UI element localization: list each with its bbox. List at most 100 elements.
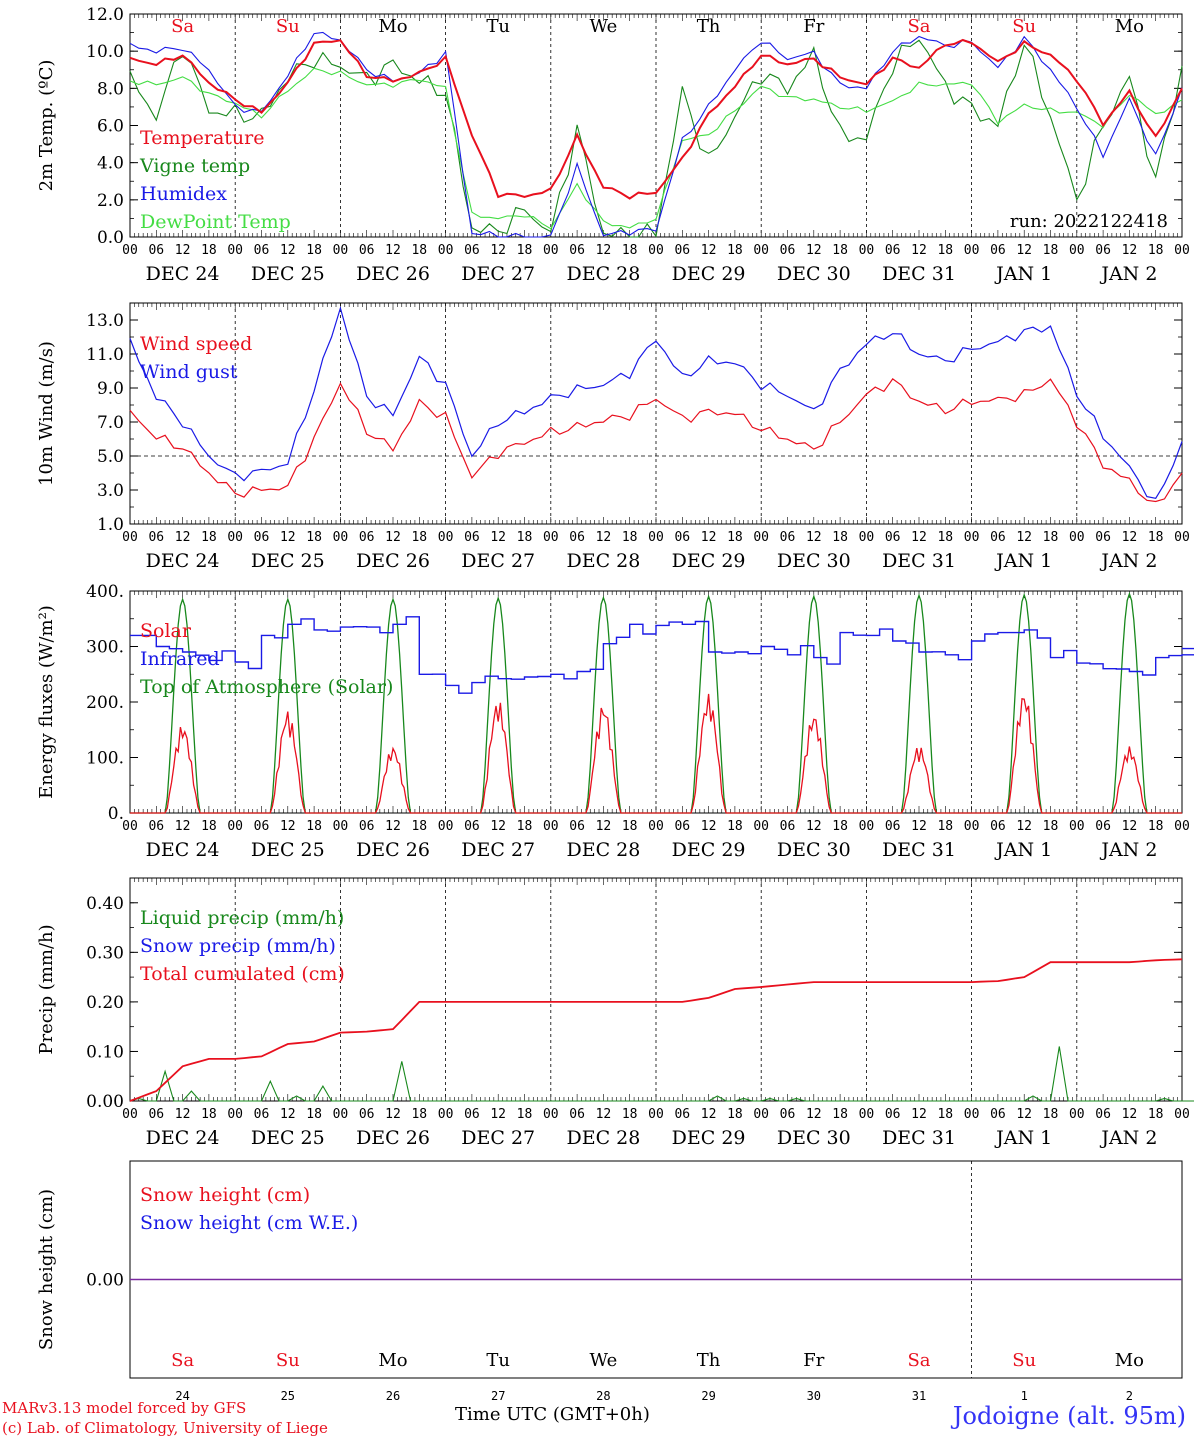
hour-tick-label: 18 [306, 530, 322, 545]
hour-tick-label: 12 [490, 819, 506, 834]
hour-tick-label: 00 [964, 819, 980, 834]
legend-temperature: Temperature [140, 127, 264, 149]
hour-tick-label: 00 [438, 819, 454, 834]
hour-tick-label: 12 [596, 530, 612, 545]
hour-tick-label: 06 [674, 530, 690, 545]
y-tick-label: 0. [108, 804, 124, 824]
hour-tick-label: 12 [701, 243, 717, 258]
hour-tick-label: 06 [254, 243, 270, 258]
hour-tick-label: 00 [438, 1107, 454, 1122]
day-label: JAN 1 [994, 263, 1052, 285]
hour-tick-label: 12 [1122, 1107, 1138, 1122]
hour-tick-label: 00 [859, 819, 875, 834]
legend-solar: Solar [140, 620, 192, 642]
hour-tick-label: 12 [385, 1107, 401, 1122]
hour-tick-label: 18 [727, 530, 743, 545]
day-label: DEC 28 [566, 263, 640, 285]
legend-snow-height-cm-: Snow height (cm) [140, 1184, 310, 1206]
hour-tick-label: 18 [1043, 819, 1059, 834]
hour-tick-label: 06 [1095, 819, 1111, 834]
hour-tick-label: 12 [911, 819, 927, 834]
hour-tick-label: 12 [385, 819, 401, 834]
run-label: run: 2022122418 [1010, 211, 1168, 232]
hour-tick-label: 06 [254, 530, 270, 545]
hour-tick-label: 12 [806, 243, 822, 258]
hour-tick-label: 06 [148, 243, 164, 258]
hour-tick-label: 12 [911, 530, 927, 545]
series-wind-gust [129, 305, 1183, 499]
day-label: DEC 31 [882, 1127, 956, 1149]
y-tick-label: 4.0 [97, 154, 124, 174]
day-label: JAN 1 [994, 839, 1052, 861]
hour-tick-label: 18 [411, 1107, 427, 1122]
hour-tick-label: 18 [411, 243, 427, 258]
weekday-label: Mo [1115, 1350, 1144, 1371]
hour-tick-label: 00 [227, 819, 243, 834]
hour-tick-label: 06 [359, 243, 375, 258]
hour-tick-label: 06 [1095, 1107, 1111, 1122]
hour-tick-label: 00 [859, 1107, 875, 1122]
hour-tick-label: 06 [674, 243, 690, 258]
y-axis-label: 2m Temp. (ºC) [36, 60, 57, 192]
hour-tick-label: 00 [1174, 819, 1190, 834]
weekday-label: Fr [803, 16, 824, 37]
hour-tick-label: 00 [859, 530, 875, 545]
legend-dewpoint-temp: DewPoint Temp [140, 211, 291, 233]
legend-snow-precip-mm-h-: Snow precip (mm/h) [140, 935, 336, 957]
hour-tick-label: 06 [885, 1107, 901, 1122]
hour-tick-label: 00 [122, 243, 138, 258]
hour-tick-label: 12 [596, 819, 612, 834]
hour-tick-label: 18 [832, 1107, 848, 1122]
hour-tick-label: 00 [122, 530, 138, 545]
legend-vigne-temp: Vigne temp [139, 155, 250, 177]
hour-tick-label: 12 [1016, 819, 1032, 834]
day-number: 25 [281, 1389, 295, 1403]
legend-humidex: Humidex [140, 183, 227, 205]
y-tick-label: 1.0 [97, 515, 124, 535]
day-label: DEC 26 [356, 1127, 430, 1149]
day-label: DEC 31 [882, 263, 956, 285]
hour-tick-label: 12 [596, 243, 612, 258]
hour-tick-label: 00 [438, 243, 454, 258]
hour-tick-label: 00 [753, 243, 769, 258]
day-label: DEC 30 [777, 1127, 851, 1149]
y-tick-label: 400. [86, 582, 124, 602]
hour-tick-label: 18 [517, 1107, 533, 1122]
panel-frame-1 [129, 13, 1183, 238]
y-tick-label: 200. [86, 693, 124, 713]
hour-tick-label: 18 [727, 819, 743, 834]
hour-tick-label: 18 [832, 530, 848, 545]
weekday-label: Sa [907, 1350, 930, 1371]
hour-tick-label: 00 [1069, 530, 1085, 545]
hour-tick-label: 18 [727, 243, 743, 258]
day-label: DEC 28 [566, 550, 640, 572]
hour-tick-label: 06 [464, 530, 480, 545]
day-label: DEC 27 [461, 839, 535, 861]
hour-tick-label: 00 [227, 243, 243, 258]
hour-tick-label: 00 [122, 819, 138, 834]
y-tick-label: 11.0 [86, 345, 124, 365]
day-label: DEC 28 [566, 839, 640, 861]
y-tick-label: 12.0 [86, 5, 124, 25]
day-label: DEC 30 [777, 263, 851, 285]
hour-tick-label: 06 [359, 1107, 375, 1122]
y-tick-label: 0.0 [97, 228, 124, 248]
hour-tick-label: 00 [333, 530, 349, 545]
hour-tick-label: 06 [885, 819, 901, 834]
hour-tick-label: 18 [201, 1107, 217, 1122]
day-number: 30 [807, 1389, 821, 1403]
hour-tick-label: 12 [701, 1107, 717, 1122]
weekday-label: Mo [378, 16, 407, 37]
hour-tick-label: 12 [1016, 530, 1032, 545]
hour-tick-label: 00 [227, 1107, 243, 1122]
day-label: DEC 25 [251, 839, 325, 861]
hour-tick-label: 18 [622, 1107, 638, 1122]
hour-tick-label: 06 [885, 243, 901, 258]
hour-tick-label: 18 [411, 530, 427, 545]
day-label: DEC 30 [777, 839, 851, 861]
weekday-label: Th [697, 1350, 721, 1371]
hour-tick-label: 06 [569, 819, 585, 834]
day-label: JAN 2 [1099, 263, 1157, 285]
legend-total-cumulated-cm-: Total cumulated (cm) [140, 963, 345, 985]
weekday-label: We [590, 16, 618, 37]
